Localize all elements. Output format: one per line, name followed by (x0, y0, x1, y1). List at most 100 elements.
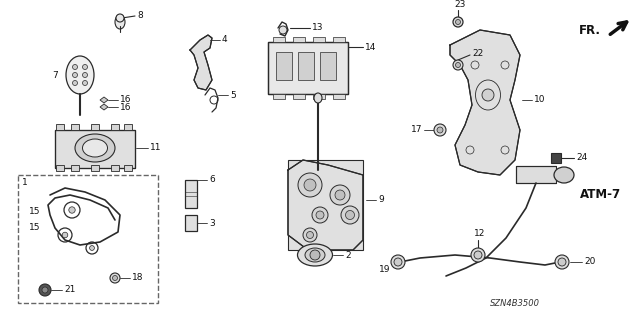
Circle shape (437, 127, 443, 133)
Text: 13: 13 (312, 24, 323, 33)
Ellipse shape (83, 139, 108, 157)
Text: 7: 7 (52, 70, 58, 79)
Circle shape (116, 14, 124, 22)
Circle shape (453, 60, 463, 70)
Polygon shape (100, 104, 108, 110)
Circle shape (110, 273, 120, 283)
Circle shape (83, 72, 88, 78)
Text: 18: 18 (132, 273, 143, 283)
Bar (185, 215, 197, 231)
Polygon shape (268, 42, 348, 94)
Bar (185, 180, 197, 208)
Circle shape (42, 287, 48, 293)
Bar (320, 52, 336, 80)
Text: 1: 1 (22, 178, 28, 187)
Bar (313, 94, 325, 99)
Bar (55, 130, 135, 168)
Bar (71, 165, 79, 171)
Circle shape (341, 206, 359, 224)
Bar (333, 94, 345, 99)
Text: 10: 10 (534, 95, 545, 105)
Ellipse shape (298, 244, 333, 266)
Bar (91, 165, 99, 171)
Circle shape (482, 89, 494, 101)
Text: SZN4B3500: SZN4B3500 (490, 299, 540, 308)
Text: 20: 20 (584, 257, 595, 266)
Bar (124, 124, 132, 130)
Ellipse shape (314, 93, 322, 103)
Circle shape (456, 19, 461, 25)
Text: 23: 23 (454, 0, 466, 9)
Polygon shape (55, 130, 135, 168)
Circle shape (304, 179, 316, 191)
Circle shape (312, 207, 328, 223)
Text: 21: 21 (64, 286, 76, 294)
Polygon shape (288, 160, 363, 250)
Bar (18, 175, 158, 303)
Circle shape (72, 64, 77, 70)
Circle shape (72, 80, 77, 85)
Circle shape (307, 232, 314, 239)
Bar (333, 37, 345, 42)
Text: 15: 15 (29, 207, 40, 217)
Polygon shape (450, 30, 520, 175)
Text: 12: 12 (474, 229, 486, 238)
Bar (551, 153, 561, 163)
Circle shape (330, 185, 350, 205)
Bar (293, 94, 305, 99)
Bar (56, 165, 64, 171)
Text: FR.: FR. (579, 24, 601, 36)
Text: 4: 4 (222, 35, 228, 44)
Bar (124, 165, 132, 171)
Ellipse shape (115, 15, 125, 29)
Circle shape (113, 276, 118, 280)
Bar (298, 52, 314, 80)
Text: 2: 2 (345, 250, 351, 259)
Text: 15: 15 (29, 224, 40, 233)
Circle shape (558, 258, 566, 266)
Circle shape (456, 63, 461, 68)
Circle shape (298, 173, 322, 197)
Circle shape (453, 17, 463, 27)
Text: 16: 16 (120, 102, 131, 112)
Circle shape (72, 72, 77, 78)
Text: 14: 14 (365, 42, 376, 51)
Bar (71, 124, 79, 130)
Circle shape (39, 284, 51, 296)
Circle shape (474, 251, 482, 259)
Circle shape (310, 250, 320, 260)
Circle shape (471, 248, 485, 262)
Bar (273, 94, 285, 99)
Ellipse shape (305, 248, 325, 262)
Text: 11: 11 (150, 144, 161, 152)
Ellipse shape (66, 56, 94, 94)
Bar (273, 37, 285, 42)
Text: 24: 24 (576, 153, 588, 162)
Circle shape (62, 232, 68, 238)
Text: 16: 16 (120, 95, 131, 105)
Text: 19: 19 (378, 265, 390, 275)
Polygon shape (288, 160, 363, 250)
Circle shape (303, 228, 317, 242)
Ellipse shape (554, 167, 574, 183)
Circle shape (346, 211, 355, 219)
Circle shape (434, 124, 446, 136)
Bar (313, 37, 325, 42)
Circle shape (279, 26, 287, 34)
Text: 22: 22 (472, 49, 483, 58)
Circle shape (90, 246, 95, 250)
Text: 9: 9 (378, 196, 384, 204)
Text: 8: 8 (137, 11, 143, 20)
Bar (111, 124, 119, 130)
Circle shape (394, 258, 402, 266)
Text: ATM-7: ATM-7 (580, 189, 621, 202)
Circle shape (316, 211, 324, 219)
Circle shape (555, 255, 569, 269)
Bar (293, 37, 305, 42)
Bar (111, 165, 119, 171)
Bar (276, 52, 292, 80)
Text: 17: 17 (410, 125, 422, 135)
Circle shape (83, 64, 88, 70)
Polygon shape (516, 166, 556, 183)
Bar (56, 124, 64, 130)
